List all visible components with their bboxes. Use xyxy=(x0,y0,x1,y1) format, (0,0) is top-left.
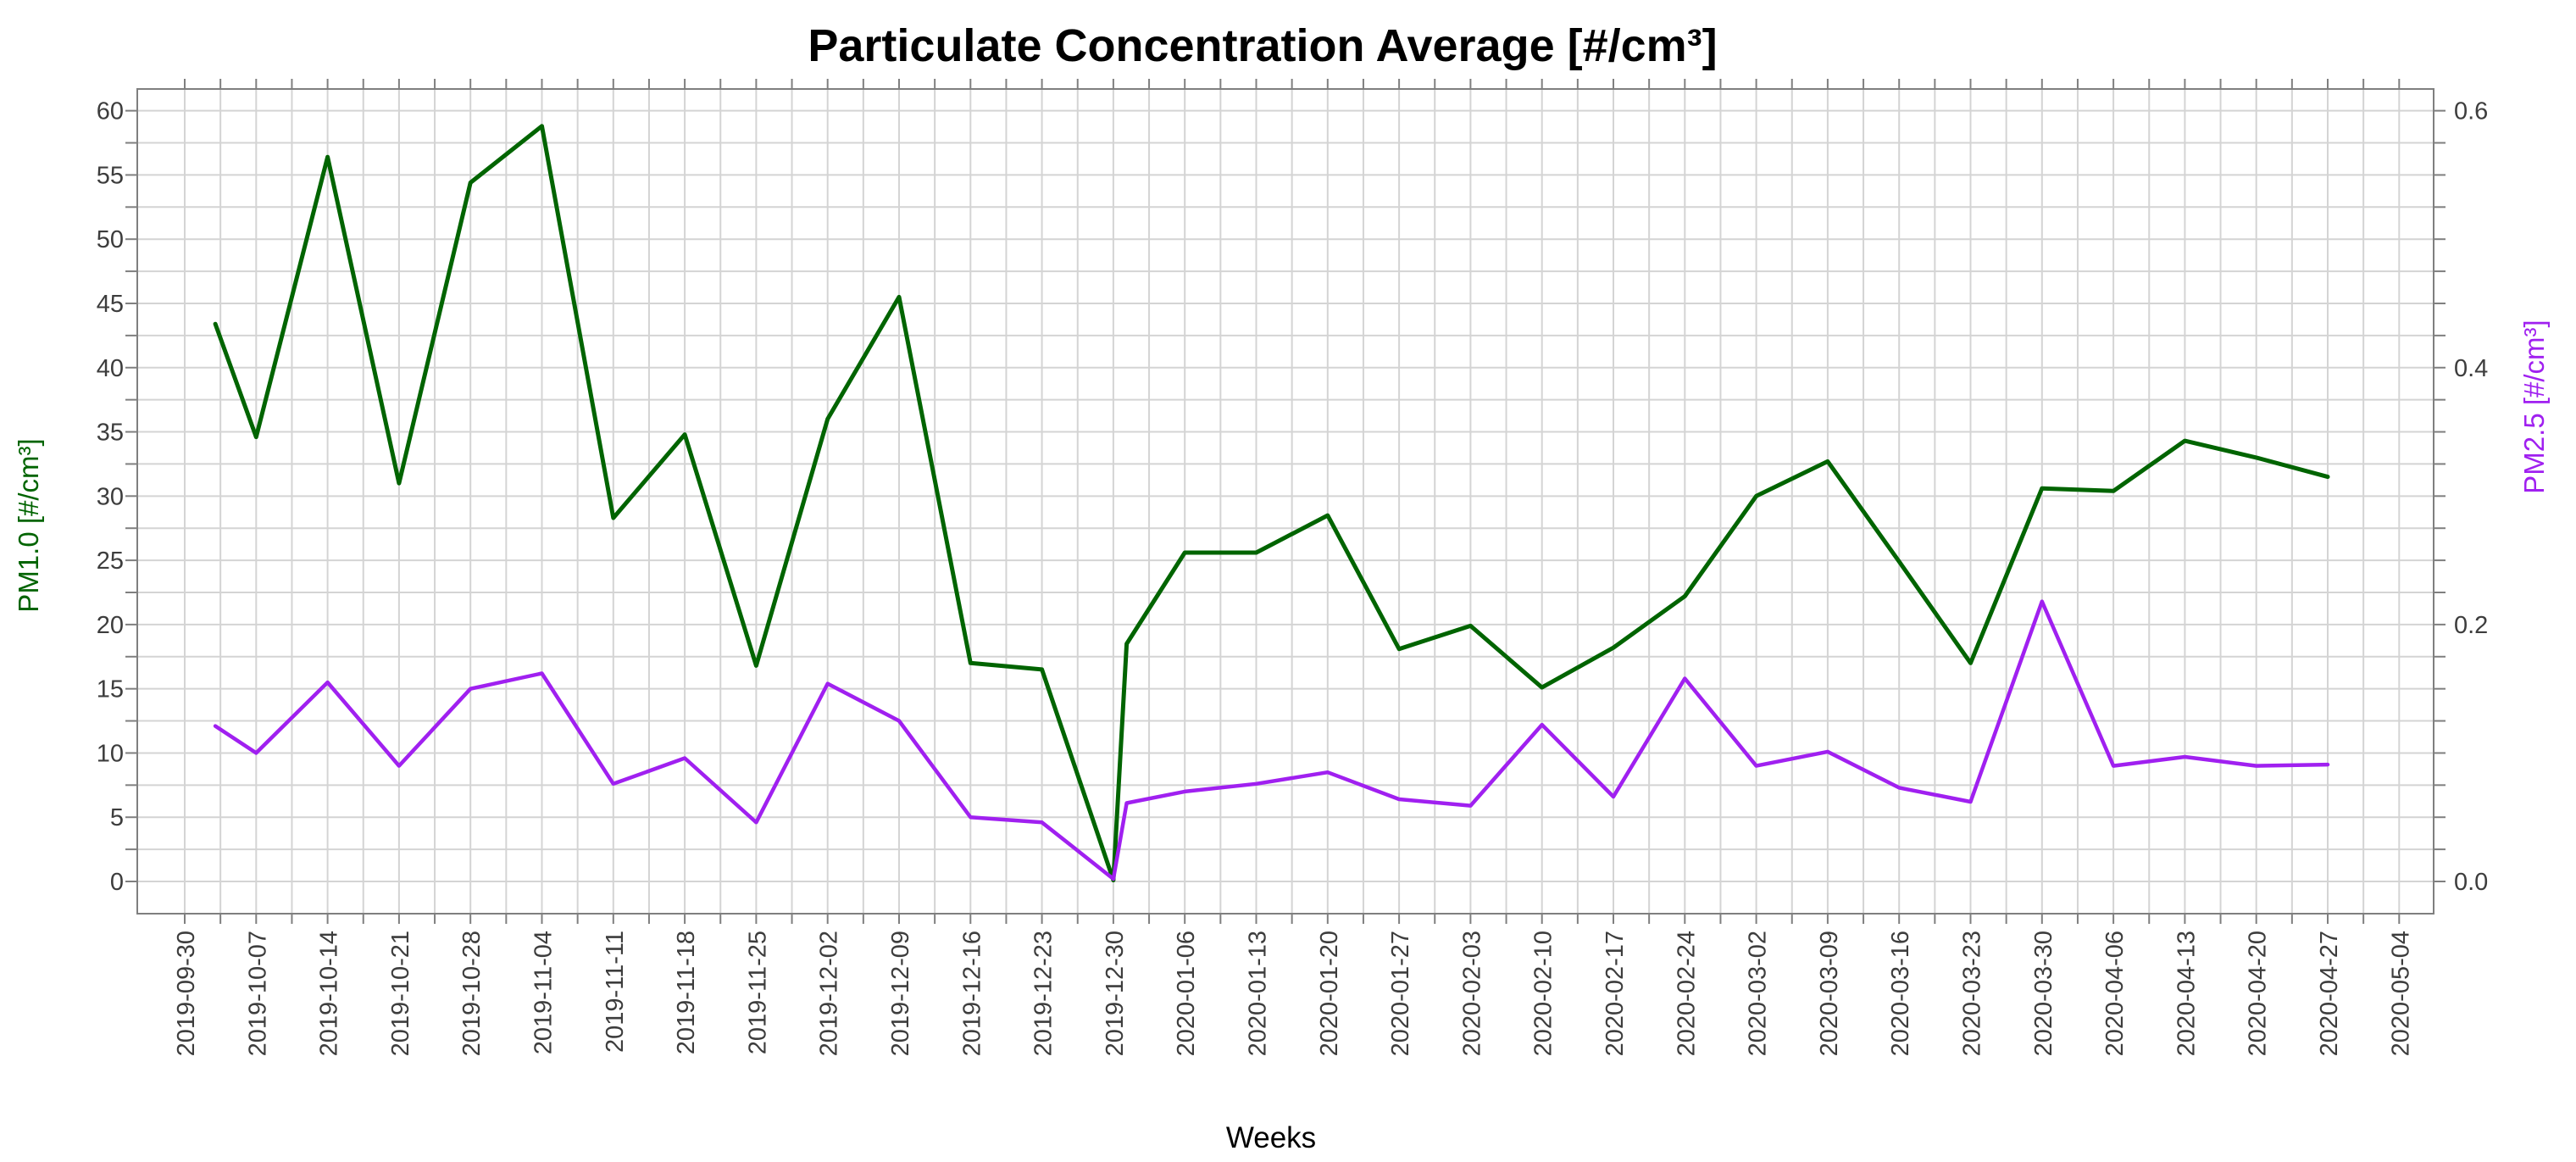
right-tick-label: 0.6 xyxy=(2454,98,2488,125)
left-tick-label: 15 xyxy=(97,676,124,703)
x-tick-label: 2020-03-16 xyxy=(1887,931,1914,1056)
x-tick-labels: 2019-09-30 2019-10-07 2019-10-14 2019-10-21… xyxy=(173,931,2414,1056)
pm25-line xyxy=(213,599,2330,881)
x-tick-label: 2019-09-30 xyxy=(173,931,200,1056)
left-tick-label: 50 xyxy=(97,226,124,253)
x-tick-label: 2019-12-23 xyxy=(1030,931,1058,1056)
x-tick-label: 2020-04-27 xyxy=(2316,931,2343,1056)
right-axis-title: PM2.5 [#/cm³] xyxy=(2518,320,2550,493)
left-tick-label: 55 xyxy=(97,162,124,189)
x-tick-label: 2020-03-30 xyxy=(2030,931,2057,1056)
x-tick-label: 2019-11-18 xyxy=(673,931,700,1054)
left-tick-label: 40 xyxy=(97,355,124,382)
x-tick-label: 2020-01-06 xyxy=(1173,931,1200,1056)
left-tick-label: 10 xyxy=(97,740,124,767)
x-tick-label: 2019-12-09 xyxy=(887,931,914,1056)
left-axis-title: PM1.0 [#/cm³] xyxy=(13,438,44,612)
chart-title: Particulate Concentration Average [#/cm³… xyxy=(808,20,1717,71)
pm10-line xyxy=(213,124,2330,882)
x-tick-label: 2019-10-28 xyxy=(458,931,486,1056)
x-tick-label: 2020-03-09 xyxy=(1816,931,1843,1056)
left-tick-label: 35 xyxy=(97,420,124,447)
x-tick-label: 2019-10-21 xyxy=(387,931,414,1056)
x-tick-label: 2020-02-24 xyxy=(1673,931,1700,1056)
left-tick-label: 30 xyxy=(97,483,124,510)
right-tick-label: 0.0 xyxy=(2454,869,2488,896)
x-tick-label: 2019-10-14 xyxy=(316,931,343,1056)
x-tick-label: 2020-04-20 xyxy=(2245,931,2272,1056)
left-tick-label: 60 xyxy=(97,98,124,125)
left-tick-label: 45 xyxy=(97,291,124,318)
gridlines xyxy=(137,89,2434,914)
x-tick-label: 2019-12-16 xyxy=(958,931,985,1056)
x-tick-label: 2020-04-06 xyxy=(2101,931,2129,1056)
plot-border xyxy=(136,88,2434,915)
x-tick-label: 2019-11-25 xyxy=(744,931,771,1054)
x-tick-label: 2020-02-10 xyxy=(1530,931,1557,1056)
axis-ticks xyxy=(125,79,2446,924)
x-tick-label: 2020-03-23 xyxy=(1959,931,1986,1056)
left-tick-label: 0 xyxy=(110,869,124,896)
x-tick-label: 2019-10-07 xyxy=(244,931,271,1056)
x-axis-title: Weeks xyxy=(1226,1121,1316,1154)
left-tick-label: 5 xyxy=(110,804,124,831)
left-tick-label: 20 xyxy=(97,612,124,639)
x-tick-label: 2019-11-04 xyxy=(530,931,558,1054)
x-tick-label: 2020-04-13 xyxy=(2173,931,2200,1056)
right-tick-label: 0.4 xyxy=(2454,355,2488,382)
right-tick-label: 0.2 xyxy=(2454,612,2488,639)
x-tick-label: 2019-12-02 xyxy=(816,931,843,1056)
x-tick-label: 2020-01-20 xyxy=(1316,931,1343,1056)
x-tick-label: 2020-02-03 xyxy=(1458,931,1485,1056)
x-tick-label: 2020-03-02 xyxy=(1745,931,1772,1056)
left-tick-labels: 0 5 10 15 20 25 30 35 40 45 50 55 60 xyxy=(97,98,124,896)
x-tick-label: 2020-01-27 xyxy=(1387,931,1414,1056)
x-tick-label: 2019-11-11 xyxy=(602,931,629,1053)
x-tick-label: 2020-01-13 xyxy=(1245,931,1272,1056)
x-tick-label: 2019-12-30 xyxy=(1102,931,1129,1056)
x-tick-label: 2020-05-04 xyxy=(2387,931,2414,1056)
right-tick-labels: 0.0 0.2 0.4 0.6 xyxy=(2454,98,2488,896)
left-tick-label: 25 xyxy=(97,548,124,575)
x-tick-label: 2020-02-17 xyxy=(1602,931,1629,1056)
